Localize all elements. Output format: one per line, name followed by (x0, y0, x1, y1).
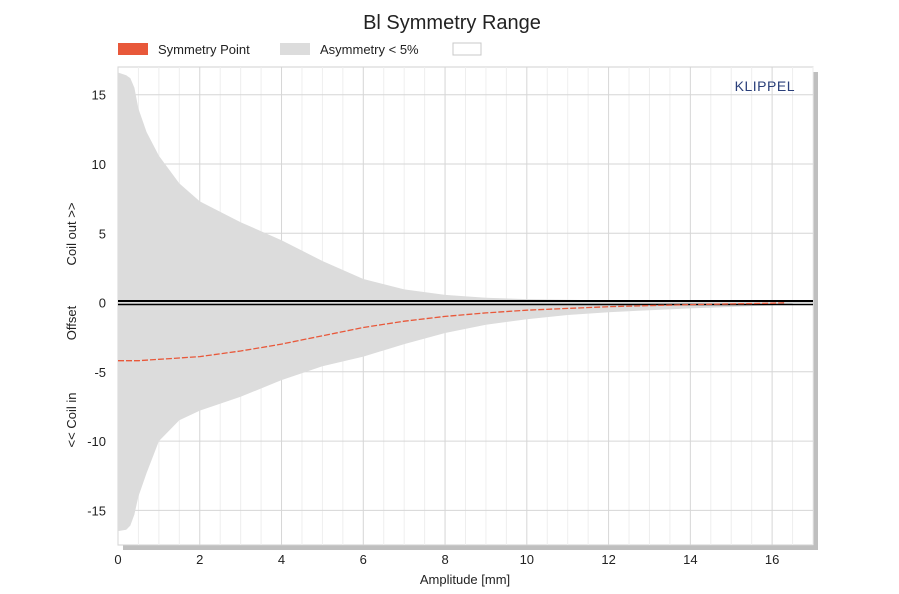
y-tick-label: -5 (94, 365, 106, 380)
x-tick-label: 2 (196, 552, 203, 567)
zero-reference-line (118, 300, 813, 306)
y-tick-label: 0 (99, 296, 106, 311)
y-tick-label: 5 (99, 226, 106, 241)
y-tick-label: -10 (87, 434, 106, 449)
y-axis-label-coil-out: Coil out >> (64, 203, 79, 266)
x-axis-label: Amplitude [mm] (420, 572, 510, 587)
x-tick-label: 0 (114, 552, 121, 567)
legend-swatch-asymmetry (280, 43, 310, 55)
legend-label-symmetry-point: Symmetry Point (158, 42, 250, 57)
x-tick-label: 14 (683, 552, 697, 567)
x-tick-label: 4 (278, 552, 285, 567)
chart-title: Bl Symmetry Range (363, 12, 541, 34)
y-axis-label-coil-in: << Coil in (64, 393, 79, 448)
y-axis-label-offset: Offset (64, 305, 79, 340)
y-tick-label: -15 (87, 503, 106, 518)
brand-label: KLIPPEL (735, 78, 795, 94)
x-tick-label: 10 (520, 552, 534, 567)
x-tick-label: 8 (441, 552, 448, 567)
symmetry-point-path (118, 302, 785, 362)
y-tick-label: 10 (92, 157, 106, 172)
x-tick-label: 12 (601, 552, 615, 567)
x-tick-labels: 0 2 4 6 8 10 12 14 16 (114, 552, 779, 567)
y-tick-label: 15 (92, 88, 106, 103)
y-tick-labels: -15 -10 -5 0 5 10 15 (87, 88, 106, 519)
legend-label-asymmetry: Asymmetry < 5% (320, 42, 419, 57)
symmetry-point-line (118, 302, 785, 362)
legend-swatch-symmetry-point (118, 43, 148, 55)
legend-swatch-empty (452, 42, 482, 56)
legend: Symmetry Point Asymmetry < 5% (118, 42, 482, 57)
y-axis-label-group: << Coil in Offset Coil out >> (64, 203, 79, 448)
x-tick-label: 16 (765, 552, 779, 567)
x-tick-label: 6 (360, 552, 367, 567)
